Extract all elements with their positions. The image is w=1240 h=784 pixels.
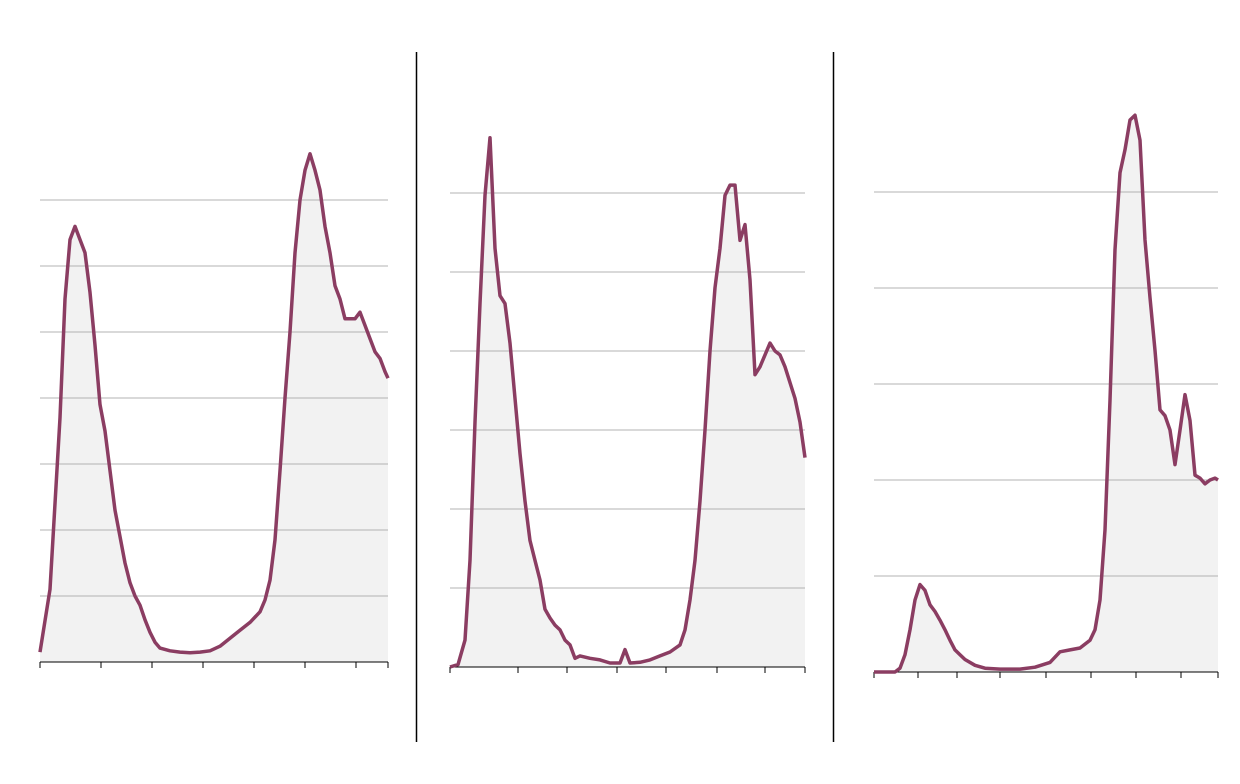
area-fill bbox=[450, 137, 805, 667]
line bbox=[874, 113, 1219, 674]
area-fill bbox=[874, 115, 1218, 672]
area-fill bbox=[40, 153, 388, 663]
line bbox=[449, 135, 807, 669]
line bbox=[38, 152, 390, 655]
